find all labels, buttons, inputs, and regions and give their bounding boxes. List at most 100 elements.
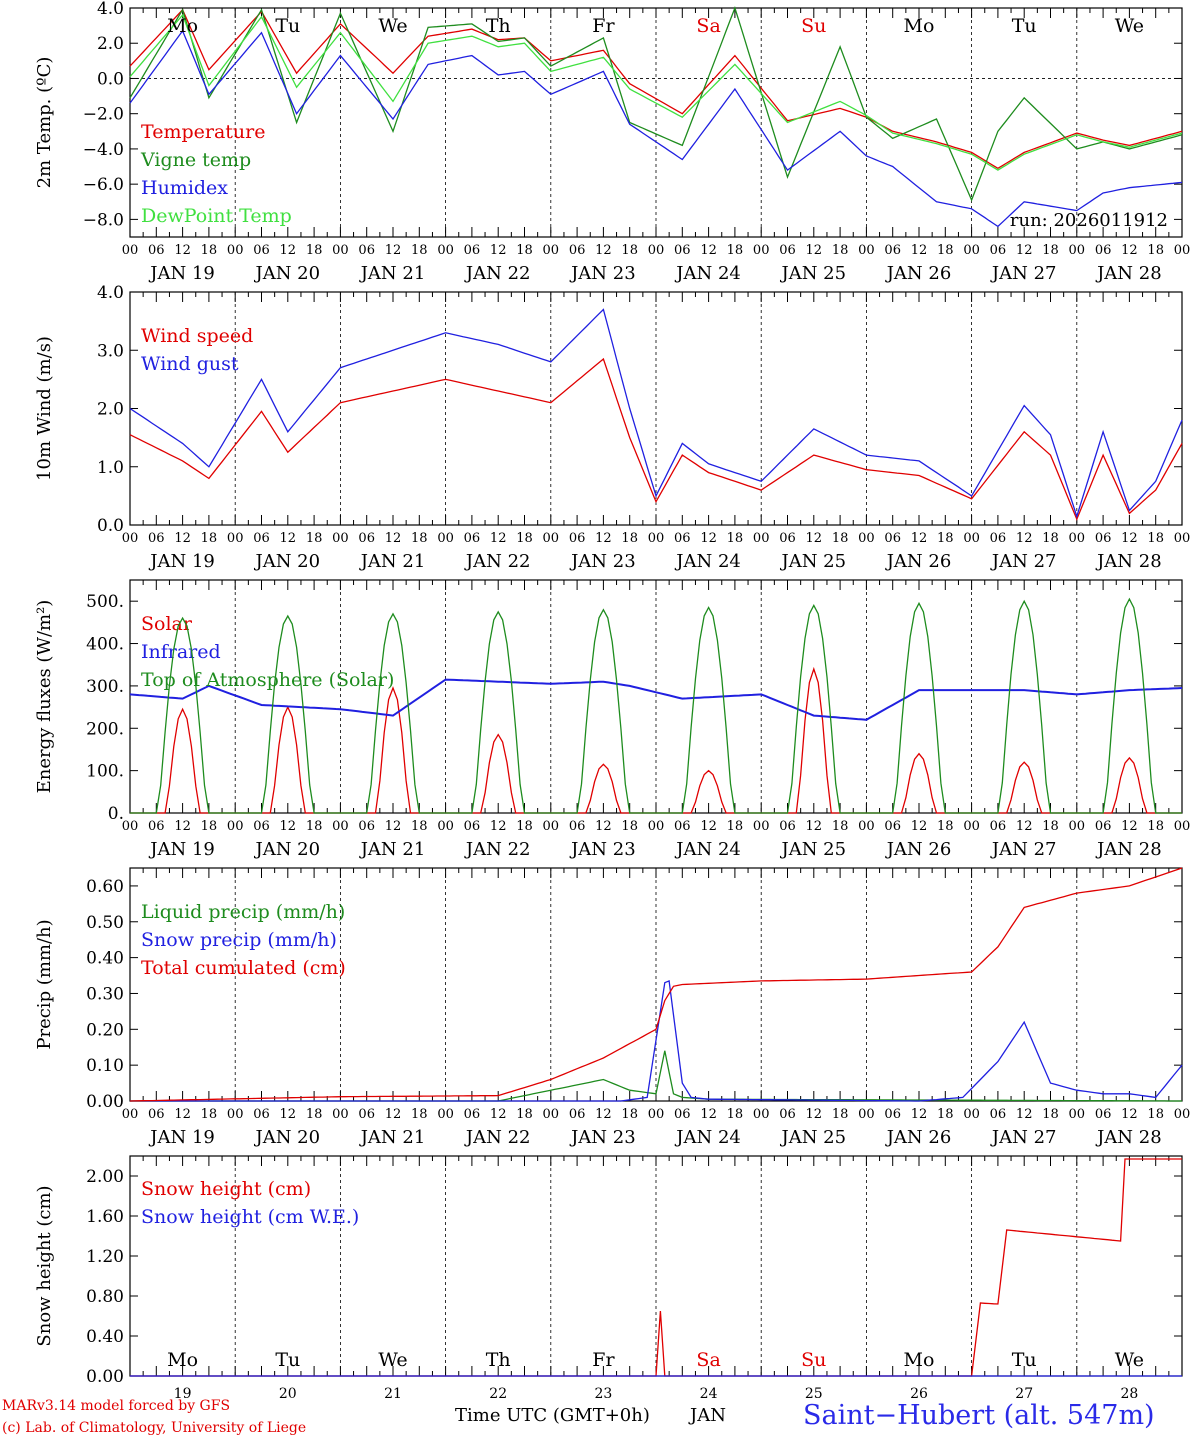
- day-name-top: Fr: [592, 15, 615, 37]
- time-axis-label: Time UTC (GMT+0h): [455, 1405, 650, 1426]
- x-hour-label: 06: [569, 243, 586, 258]
- x-hour-label: 06: [674, 1107, 691, 1122]
- day-name-bottom: We: [1115, 1349, 1144, 1371]
- series-line: [129, 29, 1183, 228]
- y-tick-label: 0.00: [86, 1092, 124, 1112]
- x-hour-label: 18: [306, 531, 323, 546]
- x-hour-label: 18: [621, 531, 638, 546]
- x-hour-label: 06: [1095, 1107, 1112, 1122]
- run-label: run: 2026011912: [1010, 210, 1168, 231]
- x-hour-label: 18: [201, 1107, 218, 1122]
- x-date-label: JAN 22: [464, 1127, 531, 1148]
- x-hour-label: 06: [464, 531, 481, 546]
- x-hour-label: 12: [911, 819, 928, 834]
- x-hour-label: 00: [332, 819, 349, 834]
- x-hour-label: 12: [174, 531, 191, 546]
- x-hour-label: 06: [1095, 531, 1112, 546]
- day-name-bottom: Su: [801, 1349, 826, 1371]
- x-hour-label: 12: [700, 243, 717, 258]
- series-line: [129, 6, 1183, 202]
- series-line: [130, 979, 1183, 1102]
- x-hour-label: 12: [280, 1107, 297, 1122]
- x-hour-label: 00: [963, 531, 980, 546]
- x-hour-label: 12: [490, 1107, 507, 1122]
- x-hour-label: 12: [595, 819, 612, 834]
- legend-entry: Snow height (cm W.E.): [141, 1206, 359, 1228]
- y-tick-label: 300.: [86, 677, 124, 697]
- x-hour-label: 18: [1042, 819, 1059, 834]
- x-hour-label: 06: [358, 243, 375, 258]
- x-date-label: JAN 25: [780, 551, 847, 572]
- x-hour-label: 00: [543, 1107, 560, 1122]
- series-line: [129, 867, 1183, 1102]
- y-tick-label: 1.0: [97, 458, 124, 478]
- y-axis-label: 10m Wind (m/s): [34, 336, 55, 481]
- x-hour-label: 12: [911, 1107, 928, 1122]
- model-credit-line2: (c) Lab. of Climatology, University of L…: [2, 1420, 307, 1436]
- x-date-label: JAN 23: [569, 551, 636, 572]
- y-axis-label: Energy fluxes (W/m²): [34, 600, 55, 794]
- day-name-bottom: Mo: [904, 1349, 935, 1371]
- x-date-label: JAN 20: [254, 839, 321, 860]
- series-line: [129, 13, 1183, 171]
- x-hour-label: 12: [280, 243, 297, 258]
- legend-entry: Solar: [141, 613, 193, 635]
- x-hour-label: 00: [1069, 243, 1086, 258]
- legend-entry: Top of Atmosphere (Solar): [141, 669, 394, 691]
- x-hour-label: 00: [122, 819, 139, 834]
- x-hour-label: 00: [227, 1107, 244, 1122]
- x-hour-label: 18: [516, 531, 533, 546]
- series-line: [129, 308, 1183, 519]
- y-axis-label: 2m Temp. (ºC): [34, 57, 55, 189]
- x-date-label: JAN 21: [359, 263, 426, 284]
- y-tick-label: 500.: [86, 592, 124, 612]
- station-title: Saint−Hubert (alt. 547m): [803, 1400, 1155, 1431]
- x-hour-label: 00: [858, 1107, 875, 1122]
- legend-entry: Wind gust: [141, 353, 239, 375]
- x-hour-label: 00: [753, 1107, 770, 1122]
- x-hour-label: 12: [490, 819, 507, 834]
- x-hour-label: 06: [1095, 243, 1112, 258]
- x-hour-label: 12: [280, 531, 297, 546]
- y-tick-label: 0.0: [97, 516, 124, 536]
- x-hour-label: 06: [884, 1107, 901, 1122]
- x-hour-label: 00: [648, 531, 665, 546]
- series-line: [129, 8, 1183, 170]
- x-hour-label: 00: [858, 243, 875, 258]
- day-name-top: Mo: [904, 15, 935, 37]
- legend-entry: Wind speed: [141, 325, 253, 347]
- month-label: JAN: [690, 1405, 726, 1426]
- x-hour-label: 06: [1095, 819, 1112, 834]
- x-hour-label: 06: [884, 819, 901, 834]
- x-hour-label: 12: [700, 1107, 717, 1122]
- day-number-label: 27: [1015, 1386, 1033, 1402]
- day-number-label: 21: [384, 1386, 402, 1402]
- x-date-label: JAN 24: [674, 1127, 741, 1148]
- x-date-label: JAN 25: [780, 839, 847, 860]
- day-number-label: 19: [174, 1386, 192, 1402]
- x-hour-label: 12: [385, 1107, 402, 1122]
- x-date-label: JAN 28: [1095, 551, 1162, 572]
- y-tick-label: 100.: [86, 762, 124, 782]
- x-hour-label: 18: [1042, 243, 1059, 258]
- x-hour-label: 18: [621, 243, 638, 258]
- y-tick-label: 400.: [86, 635, 124, 655]
- legend-entry: Vigne temp: [140, 149, 251, 171]
- x-date-label: JAN 19: [148, 839, 215, 860]
- x-hour-label: 12: [1016, 819, 1033, 834]
- x-hour-label: 00: [753, 819, 770, 834]
- day-name-bottom: Th: [486, 1349, 511, 1371]
- x-hour-label: 18: [832, 1107, 849, 1122]
- legend-entry: Humidex: [141, 177, 228, 199]
- x-date-label: JAN 23: [569, 1127, 636, 1148]
- x-hour-label: 12: [700, 819, 717, 834]
- legend-entry: Snow height (cm): [141, 1178, 311, 1200]
- x-hour-label: 06: [569, 1107, 586, 1122]
- day-name-top: Sa: [696, 15, 720, 37]
- x-hour-label: 18: [937, 243, 954, 258]
- y-tick-label: 0.40: [86, 1327, 124, 1347]
- y-tick-label: 2.0: [97, 34, 124, 54]
- x-date-label: JAN 21: [359, 839, 426, 860]
- x-date-label: JAN 27: [990, 1127, 1057, 1148]
- x-hour-label: 06: [569, 531, 586, 546]
